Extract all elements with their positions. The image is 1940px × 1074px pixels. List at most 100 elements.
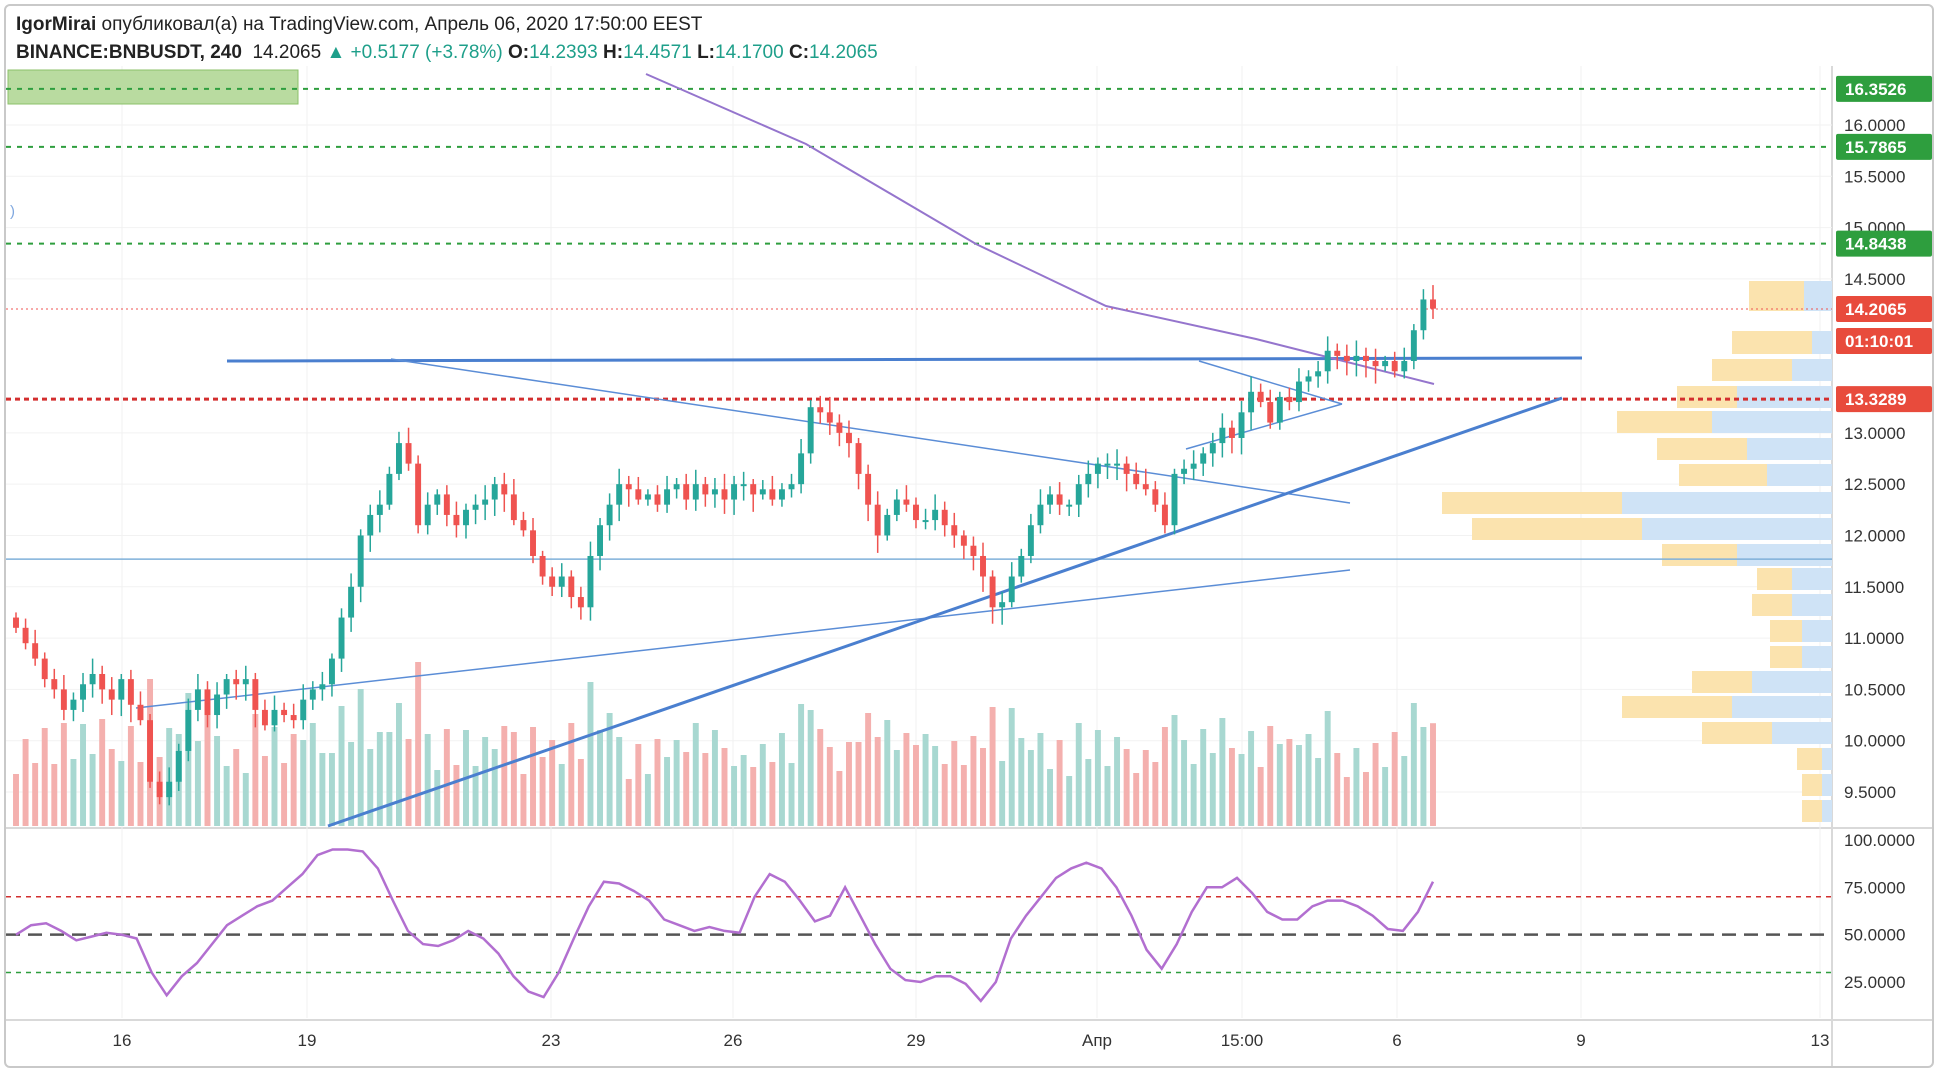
publish-info: IgorMirai опубликовал(а) на TradingView.… [16,14,702,36]
volume-bar [1190,764,1197,826]
volume-bar [472,766,479,826]
candle-body [223,679,230,695]
candle-body [1401,361,1408,372]
volume-bar [415,662,422,826]
price-tick-label: 11.0000 [1844,629,1904,648]
price-tick-label: 10.0000 [1844,732,1905,751]
candle-body [817,407,824,413]
candle-body [415,463,422,526]
candle-body [903,499,910,505]
candle-body [913,504,919,521]
triangle-lower-line [135,569,1351,709]
candle-body [338,617,345,659]
close-value: 14.2065 [809,42,878,63]
volume-bar [558,764,565,826]
price-label-box [1836,75,1932,102]
rsi-tick-label: 50.0000 [1844,926,1905,945]
candle-body [348,586,355,618]
volume-bar [951,741,958,826]
price-label-text: 15.7865 [1845,138,1906,157]
candle-body [1171,473,1178,526]
candle-body [826,412,833,423]
volume-bar [491,749,498,826]
volume-bar [1315,758,1322,826]
volume-bar [769,762,776,826]
drawings[interactable] [6,73,1832,828]
candle-body [405,443,412,464]
profile-buy-bar [1804,281,1832,311]
volume-bar [721,748,728,826]
volume-bar [357,689,364,826]
volume-bar [99,719,106,826]
volume-bar [453,765,460,826]
candle-body [1257,391,1264,403]
volume-bar [1363,772,1369,826]
volume-bar [616,737,623,826]
candle-body [1161,504,1168,526]
candle-body [941,509,948,526]
volume-bar [501,726,508,826]
candle-body [242,679,249,685]
profile-buy-bar [1822,800,1832,822]
candle-body [740,484,747,487]
price-tick-label: 10.5000 [1844,680,1905,699]
volume-bar [80,724,86,826]
candle-body [932,509,939,521]
volume-bar [625,779,632,826]
last-price: 14.2065 [252,42,322,63]
volume-bar [740,755,747,826]
author-name[interactable]: IgorMirai [16,14,97,35]
candle-body [1363,355,1369,362]
profile-buy-bar [1792,594,1832,616]
candle-body [721,489,728,500]
horizontal-trendline [226,356,1583,363]
candle-body [587,555,594,608]
candle-body [807,407,814,454]
open-label: O: [507,42,530,63]
volume-bar [970,736,977,826]
symbol-name[interactable]: BINANCE:BNBUSDT, 240 [16,42,242,63]
candle-body [1008,576,1015,603]
candle-body [89,673,96,685]
price-label-text: 14.8438 [1845,235,1906,254]
candle-body [233,679,240,685]
price-tick-label: 12.0000 [1844,526,1905,545]
volume-bar [60,723,67,826]
volume-bar [577,759,584,826]
candle-body [290,715,297,721]
volume-bar [587,682,594,826]
volume-bar [1238,754,1245,826]
candle-body [769,489,776,500]
candle-body [980,555,986,577]
candle-body [434,494,441,505]
candle-body [1133,473,1140,485]
candle-body [673,484,680,490]
price-label-box [1836,230,1932,257]
volume-bar [759,744,766,826]
volume-bar [300,740,307,826]
profile-buy-bar [1737,544,1832,566]
profile-buy-bar [1822,748,1832,770]
candle-body [1228,427,1235,438]
volume-bar [520,774,527,826]
zone-rectangle [7,69,299,105]
candle-body [13,617,19,628]
candle-body [1219,427,1226,444]
candle-body [491,484,498,500]
candle-body [1047,494,1053,505]
candle-body [664,489,671,505]
candle-body [80,684,86,700]
candle-body [970,545,977,556]
volume-bar [261,756,268,826]
candle-body [204,689,211,716]
price-chart[interactable]: ) 16.000015.500015.000014.500013.000012.… [6,6,1934,1068]
candle-body [520,520,527,531]
candle-body [1382,361,1389,367]
candle-body [1276,396,1283,423]
volume-bar [89,754,96,826]
volume-bar [281,763,288,826]
profile-buy-bar [1737,386,1832,408]
candle-body [644,494,651,500]
rsi-tick-label: 25.0000 [1844,973,1905,992]
candle-body [127,679,134,705]
